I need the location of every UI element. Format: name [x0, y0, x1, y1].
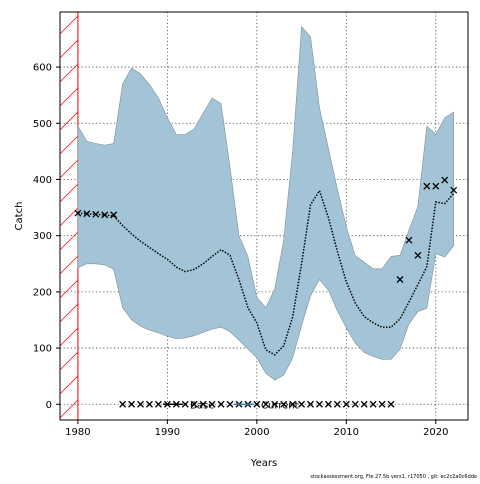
y-tick-label: 200	[33, 287, 52, 298]
catch-marker	[110, 211, 118, 219]
y-tick-label: 300	[33, 231, 52, 242]
hatch-stroke	[60, 159, 79, 179]
series-line-layer	[77, 188, 455, 356]
catch-marker	[316, 400, 323, 408]
hatch-stroke	[60, 303, 79, 323]
hatch-stroke	[60, 327, 79, 347]
x-tick-label: 2000	[244, 427, 269, 438]
y-axis-title: Catch	[14, 202, 25, 231]
catch-marker	[181, 400, 189, 408]
axes: 1980 1990 2000 2010 2020 0 100 200 300 400 500 600	[33, 63, 449, 438]
catch-marker	[146, 400, 153, 408]
confidence-band	[77, 25, 454, 381]
y-tick-label: 600	[33, 63, 52, 74]
hatch-stroke	[60, 183, 79, 203]
catch-marker	[208, 400, 216, 408]
hatch-stroke	[60, 231, 79, 251]
x-tick-label: 2010	[334, 427, 359, 438]
catch-marker	[333, 400, 341, 408]
catch-marker	[396, 276, 404, 283]
x-tick-label: 1990	[155, 427, 180, 438]
hatch-stroke	[60, 15, 79, 35]
catch-marker	[119, 400, 127, 408]
catch-marker	[289, 400, 297, 408]
catch-marker	[441, 176, 449, 184]
catch-marker	[217, 400, 225, 408]
hatched-region	[60, 0, 79, 420]
hatch-stroke	[60, 87, 79, 107]
x-tick-label: 2020	[423, 427, 448, 438]
confidence-band-layer	[77, 25, 454, 381]
series-line	[77, 188, 455, 356]
x-tick-label: 1980	[65, 427, 90, 438]
footer-note: stockassessment.org, Fle 27.5b vers1, r1…	[310, 474, 477, 480]
catch-marker	[307, 400, 314, 408]
catch-marker	[83, 210, 91, 218]
catch-marker	[432, 182, 440, 190]
catch-marker	[190, 400, 198, 408]
catch-marker	[253, 400, 261, 408]
y-tick-label: 0	[46, 400, 52, 411]
catch-marker	[271, 400, 279, 408]
hatch-stroke	[60, 0, 78, 10]
catch-marker	[378, 400, 386, 408]
hatch-stroke	[60, 39, 79, 59]
hatch-stroke	[60, 279, 79, 299]
y-tick-label: 100	[33, 344, 52, 355]
catch-marker	[154, 400, 162, 408]
hatch-stroke	[60, 111, 79, 131]
hatch-stroke	[60, 135, 79, 155]
catch-marker	[387, 400, 395, 408]
hatch-stroke	[60, 63, 79, 83]
catch-marker	[280, 400, 288, 408]
catch-marker	[101, 211, 109, 219]
hatch-stroke	[60, 255, 79, 275]
catch-marker	[324, 400, 332, 408]
catch-marker	[128, 400, 136, 408]
legend: Base Current	[163, 400, 299, 411]
catch-marker	[414, 251, 422, 259]
catch-marker	[351, 400, 359, 408]
hatch-stroke	[60, 399, 79, 419]
catch-marker	[199, 400, 207, 408]
catch-marker	[360, 400, 368, 408]
catch-marker	[342, 400, 350, 408]
y-tick-label: 400	[33, 175, 52, 186]
legend-label: Current	[261, 400, 299, 411]
catch-marker	[423, 182, 431, 190]
catch-marker	[369, 400, 377, 408]
catch-marker	[137, 400, 144, 408]
hatch-stroke	[60, 375, 79, 395]
hatch-stroke	[60, 351, 79, 371]
y-tick-label: 500	[33, 119, 52, 130]
catch-marker	[450, 186, 458, 194]
plot-frame	[59, 11, 469, 421]
catch-marker	[298, 400, 306, 408]
x-axis-title: Years	[250, 458, 277, 469]
catch-marker	[92, 210, 100, 218]
legend-label: Base	[190, 400, 214, 411]
catch-marker	[262, 400, 270, 408]
catch-marker	[74, 209, 82, 217]
catch-marker	[226, 400, 234, 408]
catch-marker	[405, 236, 413, 244]
